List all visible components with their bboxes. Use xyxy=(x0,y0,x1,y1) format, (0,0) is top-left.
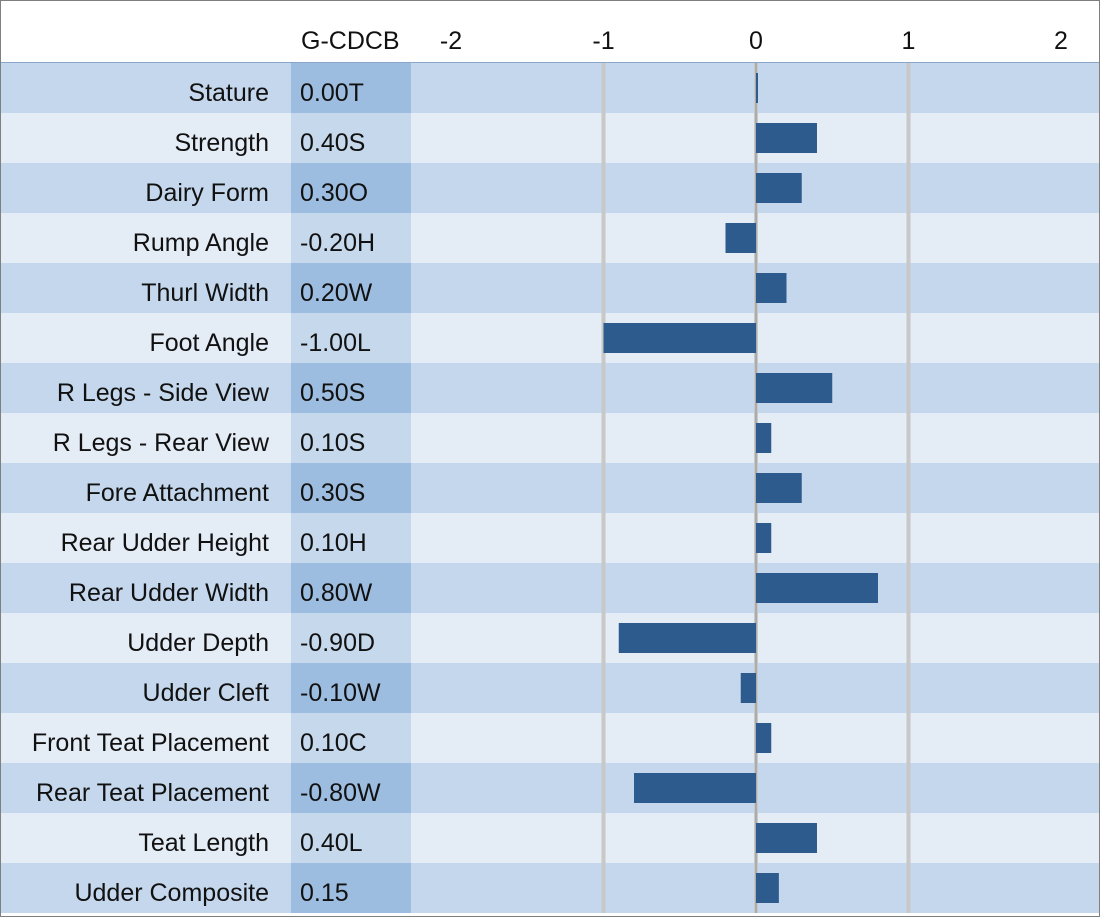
table-row: Foot Angle -1.00L xyxy=(1,313,1099,363)
table-row: R Legs - Side View 0.50S xyxy=(1,363,1099,413)
score-label: -0.80W xyxy=(291,763,411,813)
bar xyxy=(756,73,758,103)
table-row: Thurl Width 0.20W xyxy=(1,263,1099,313)
table-row: Udder Composite 0.15 xyxy=(1,863,1099,913)
table-row: Rear Teat Placement -0.80W xyxy=(1,763,1099,813)
score-label: 0.10C xyxy=(291,713,411,763)
table-row: Udder Depth -0.90D xyxy=(1,613,1099,663)
score-label: -0.90D xyxy=(291,613,411,663)
table-row: Fore Attachment 0.30S xyxy=(1,463,1099,513)
x-tick-label: -2 xyxy=(439,27,463,55)
table-row: Strength 0.40S xyxy=(1,113,1099,163)
bar-plot xyxy=(601,63,911,913)
score-label: 0.20W xyxy=(291,263,411,313)
bar xyxy=(756,873,779,903)
score-label: -0.20H xyxy=(291,213,411,263)
table-row: Front Teat Placement 0.10C xyxy=(1,713,1099,763)
score-column-header: G-CDCB xyxy=(301,27,400,55)
table-row: R Legs - Rear View 0.10S xyxy=(1,413,1099,463)
trait-label: Rear Udder Height xyxy=(60,529,269,557)
bar xyxy=(603,323,756,353)
bar xyxy=(618,623,756,653)
trait-label: Rear Teat Placement xyxy=(36,779,269,807)
table-row: Rear Udder Height 0.10H xyxy=(1,513,1099,563)
x-tick-label: 1 xyxy=(901,27,916,55)
score-label: 0.50S xyxy=(291,363,411,413)
bar xyxy=(756,173,802,203)
trait-label: Strength xyxy=(174,129,269,157)
trait-label: Fore Attachment xyxy=(85,479,269,507)
trait-label: R Legs - Rear View xyxy=(52,429,269,457)
score-label: -1.00L xyxy=(291,313,411,363)
bar xyxy=(756,423,772,453)
trait-label: R Legs - Side View xyxy=(56,379,269,407)
score-label: 0.40L xyxy=(291,813,411,863)
bar xyxy=(756,373,833,403)
bar xyxy=(634,773,756,803)
score-label: 0.10H xyxy=(291,513,411,563)
trait-label: Udder Cleft xyxy=(142,679,269,707)
trait-label: Foot Angle xyxy=(149,329,269,357)
trait-label: Teat Length xyxy=(138,829,269,857)
score-label: 0.80W xyxy=(291,563,411,613)
trait-label: Thurl Width xyxy=(141,279,269,307)
table-row: Udder Cleft -0.10W xyxy=(1,663,1099,713)
bar xyxy=(756,473,802,503)
trait-label: Rear Udder Width xyxy=(68,579,269,607)
table-row: Teat Length 0.40L xyxy=(1,813,1099,863)
x-tick-label: 2 xyxy=(1054,27,1068,55)
table-row: Stature 0.00T xyxy=(1,63,1099,113)
score-label: 0.30S xyxy=(291,463,411,513)
score-label: 0.00T xyxy=(291,63,411,113)
bar xyxy=(756,523,772,553)
table-row: Rear Udder Width 0.80W xyxy=(1,563,1099,613)
bar xyxy=(725,223,756,253)
trait-label: Udder Composite xyxy=(74,879,269,907)
score-label: -0.10W xyxy=(291,663,411,713)
x-tick-label: 0 xyxy=(749,27,763,55)
bar xyxy=(756,573,878,603)
bar xyxy=(740,673,756,703)
x-tick-label: -1 xyxy=(592,27,615,55)
bar xyxy=(756,273,787,303)
bar xyxy=(756,823,817,853)
score-label: 0.10S xyxy=(291,413,411,463)
bar xyxy=(756,123,817,153)
score-label: 0.15 xyxy=(291,863,411,913)
score-label: 0.40S xyxy=(291,113,411,163)
trait-label: Udder Depth xyxy=(127,629,269,657)
trait-label: Front Teat Placement xyxy=(31,729,269,757)
trait-label: Rump Angle xyxy=(132,229,269,257)
chart-header: G-CDCB -2 -1 0 1 2 xyxy=(1,1,1099,63)
table-row: Rump Angle -0.20H xyxy=(1,213,1099,263)
table-row: Dairy Form 0.30O xyxy=(1,163,1099,213)
trait-label: Stature xyxy=(188,79,269,107)
trait-label: Dairy Form xyxy=(145,179,269,207)
bar xyxy=(756,723,772,753)
score-label: 0.30O xyxy=(291,163,411,213)
trait-rows: Stature 0.00T Strength 0.40S Dairy Form 0.30O… xyxy=(1,63,1099,913)
